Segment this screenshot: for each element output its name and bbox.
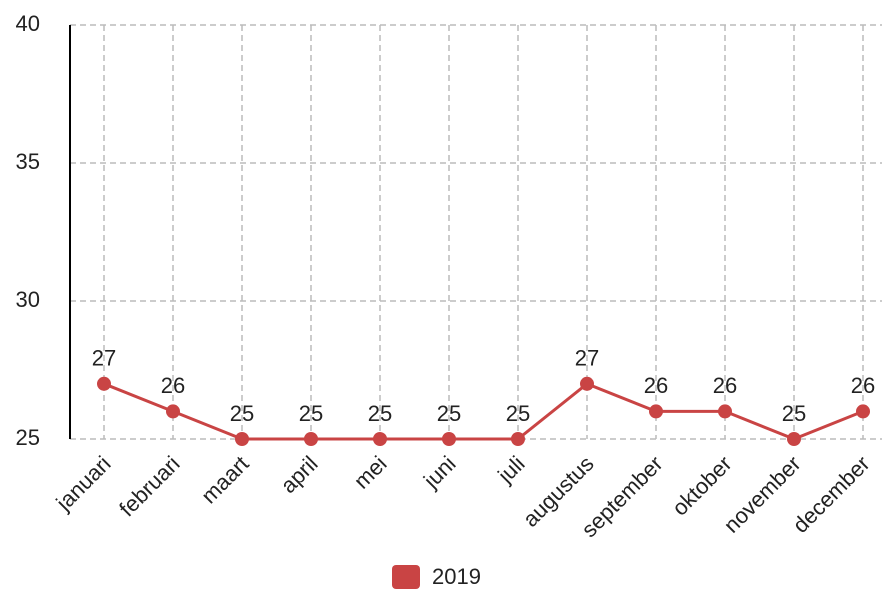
point — [856, 404, 870, 419]
data-label: 26 — [644, 373, 668, 398]
data-label: 25 — [368, 401, 392, 426]
data-label: 25 — [437, 401, 461, 426]
data-label: 25 — [230, 401, 254, 426]
point — [442, 432, 456, 446]
point — [304, 432, 318, 446]
point — [649, 404, 663, 419]
line — [103, 382, 864, 441]
data-label: 25 — [782, 401, 806, 426]
y-tick-label: 30 — [16, 287, 40, 312]
x-tick-label: mei — [349, 451, 392, 494]
x-tick-label: juni — [418, 451, 461, 494]
x-tick-label: maart — [196, 451, 253, 508]
data-label: 25 — [506, 401, 530, 426]
point — [235, 432, 249, 446]
data-label: 26 — [713, 373, 737, 398]
x-tick-label: oktober — [667, 451, 737, 521]
legend-swatch — [392, 565, 420, 589]
data-label: 27 — [92, 346, 116, 371]
x-tick-label: januari — [51, 451, 116, 516]
x-tick-label: februari — [114, 451, 184, 521]
point — [166, 404, 180, 419]
y-tick-label: 35 — [16, 149, 40, 174]
point — [373, 432, 387, 446]
x-tick-label: juli — [492, 451, 529, 488]
y-tick-label: 25 — [16, 425, 40, 450]
point — [718, 404, 732, 419]
x-tick-label: april — [276, 451, 323, 498]
point — [787, 432, 801, 446]
data-label: 26 — [161, 373, 185, 398]
point — [580, 376, 594, 391]
point — [511, 432, 525, 446]
legend-label: 2019 — [432, 564, 481, 589]
data-label: 25 — [299, 401, 323, 426]
data-label: 27 — [575, 346, 599, 371]
point — [97, 376, 111, 391]
y-tick-label: 40 — [16, 11, 40, 36]
data-label: 26 — [851, 373, 875, 398]
